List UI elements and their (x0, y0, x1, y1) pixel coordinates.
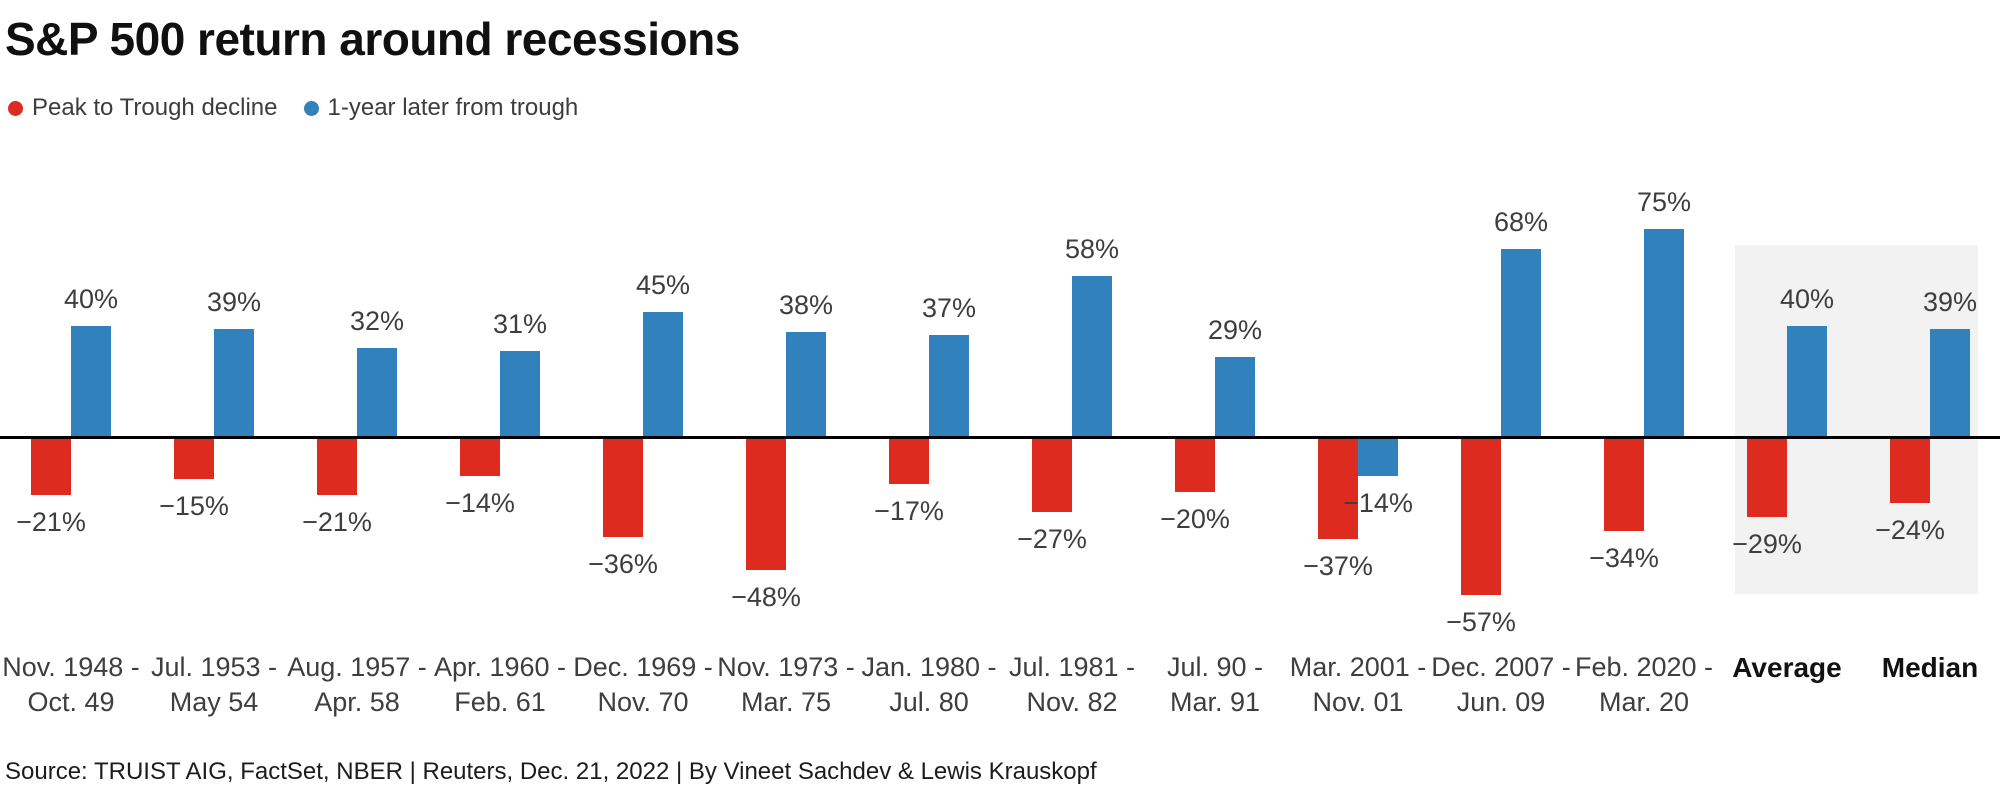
bar-one-year-later (643, 312, 683, 437)
value-label: 37% (921, 293, 977, 323)
category-label: Feb. 2020 - Mar. 20 (1574, 652, 1714, 717)
category-label: Aug. 1957 - Apr. 58 (287, 652, 427, 717)
category-label: Nov. 1948 - Oct. 49 (2, 652, 140, 717)
bar-peak-to-trough (1747, 437, 1787, 517)
bar-peak-to-trough (1032, 437, 1072, 512)
bar-peak-to-trough (1175, 437, 1215, 492)
category-label: Median (1881, 652, 1979, 683)
legend: Peak to Trough decline 1-year later from… (8, 94, 578, 122)
category-label: Jul. 1981 - Nov. 82 (1008, 652, 1136, 717)
value-label: −15% (159, 491, 229, 521)
value-label: −21% (16, 507, 86, 537)
legend-label: Peak to Trough decline (32, 94, 278, 121)
value-label: 40% (1779, 284, 1835, 314)
value-label: 75% (1636, 187, 1692, 217)
source-attribution: Source: TRUIST AIG, FactSet, NBER | Reut… (5, 758, 1097, 785)
chart-title: S&P 500 return around recessions (5, 13, 740, 65)
bar-one-year-later (1358, 437, 1398, 476)
category-label: Apr. 1960 - Feb. 61 (433, 652, 567, 717)
bar-one-year-later (786, 332, 826, 437)
value-label: −14% (445, 488, 515, 518)
bar-peak-to-trough (1461, 437, 1501, 595)
bar-one-year-later (1072, 276, 1112, 437)
value-label: 38% (778, 290, 834, 320)
value-label: 58% (1064, 234, 1120, 264)
zero-axis-line (0, 436, 2000, 439)
bar-one-year-later (1644, 229, 1684, 437)
legend-item-one-year-later: 1-year later from trough (303, 94, 579, 122)
bar-peak-to-trough (317, 437, 357, 495)
category-label: Jul. 1953 - May 54 (150, 652, 278, 717)
value-label: 40% (63, 284, 119, 314)
legend-label: 1-year later from trough (327, 94, 579, 121)
legend-dot-blue-icon (303, 100, 319, 116)
value-label: −27% (1017, 524, 1087, 554)
category-label: Jul. 90 - Mar. 91 (1166, 652, 1264, 717)
bar-peak-to-trough (603, 437, 643, 537)
bar-peak-to-trough (1318, 437, 1358, 539)
category-label: Nov. 1973 - Mar. 75 (717, 652, 855, 717)
bar-peak-to-trough (174, 437, 214, 479)
value-label: −37% (1303, 551, 1373, 581)
value-label: 39% (206, 287, 262, 317)
category-label: Average (1732, 652, 1842, 683)
value-label: 68% (1493, 207, 1549, 237)
bar-peak-to-trough (746, 437, 786, 570)
bar-peak-to-trough (31, 437, 71, 495)
legend-item-peak-to-trough: Peak to Trough decline (8, 94, 278, 122)
category-label: Dec. 1969 - Nov. 70 (573, 652, 713, 717)
bar-one-year-later (71, 326, 111, 437)
bar-one-year-later (500, 351, 540, 437)
bar-one-year-later (929, 335, 969, 437)
category-label: Jan. 1980 - Jul. 80 (861, 652, 997, 717)
value-label: 45% (635, 270, 691, 300)
value-label: −48% (731, 582, 801, 612)
value-label: 29% (1207, 315, 1263, 345)
category-label: Mar. 2001 - Nov. 01 (1289, 652, 1427, 717)
bar-peak-to-trough (889, 437, 929, 484)
bar-one-year-later (1930, 329, 1970, 437)
value-label: −34% (1589, 543, 1659, 573)
bar-one-year-later (1501, 249, 1541, 437)
value-label: −17% (874, 496, 944, 526)
value-label: −36% (588, 549, 658, 579)
value-label: −21% (302, 507, 372, 537)
value-label: −29% (1732, 529, 1802, 559)
value-label: −20% (1160, 504, 1230, 534)
value-label: −57% (1446, 607, 1516, 637)
bar-one-year-later (214, 329, 254, 437)
value-label: 32% (349, 306, 405, 336)
category-label: Dec. 2007 - Jun. 09 (1431, 652, 1571, 717)
value-label: 39% (1922, 287, 1978, 317)
bar-one-year-later (357, 348, 397, 437)
value-label: −14% (1343, 488, 1413, 518)
value-label: −24% (1875, 515, 1945, 545)
bar-peak-to-trough (1890, 437, 1930, 503)
bar-one-year-later (1215, 357, 1255, 437)
value-label: 31% (492, 309, 548, 339)
legend-dot-red-icon (8, 100, 23, 116)
bar-one-year-later (1787, 326, 1827, 437)
bar-peak-to-trough (460, 437, 500, 476)
bar-peak-to-trough (1604, 437, 1644, 531)
